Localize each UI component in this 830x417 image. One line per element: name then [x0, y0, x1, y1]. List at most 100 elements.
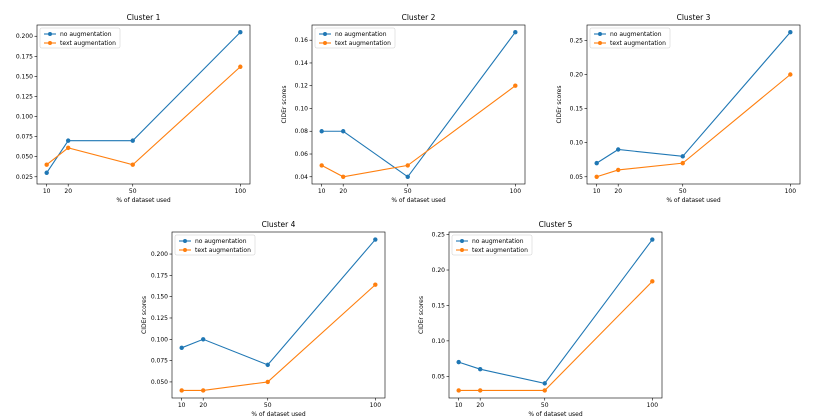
data-point: [456, 388, 461, 393]
x-axis-label: % of dataset used: [251, 411, 306, 417]
data-point: [513, 30, 518, 35]
y-tick-label: 0.050: [16, 154, 33, 161]
series-line-no-augmentation: [596, 31, 791, 164]
plot-frame: [586, 24, 801, 185]
y-tick-label: 0.150: [16, 73, 33, 80]
x-tick-label: 20: [199, 402, 207, 409]
y-tick-label: 0.14: [295, 60, 309, 67]
x-tick-label: 50: [264, 402, 272, 409]
legend: no augmentation text augmentation: [589, 27, 671, 49]
legend-label: text augmentation: [335, 40, 391, 47]
chart-title: Cluster 4: [262, 220, 296, 229]
x-tick-label: 20: [476, 402, 484, 409]
data-point: [238, 30, 243, 35]
plot-frame: [36, 24, 251, 185]
y-tick-label: 0.20: [432, 267, 446, 274]
data-point: [265, 362, 270, 368]
data-point: [542, 381, 547, 386]
chart-panel-5: Cluster 5 10 20 50 100 0.05 0.10 0.15 0.20 0.25 % …: [418, 220, 663, 417]
y-tick-label: 0.12: [295, 83, 309, 90]
legend-label: text augmentation: [610, 40, 666, 47]
data-point: [200, 388, 206, 393]
y-tick-label: 0.20: [570, 72, 584, 79]
y-tick-label: 0.175: [16, 53, 33, 60]
series-line-no-augmentation: [321, 31, 516, 178]
x-axis-label: % of dataset used: [528, 411, 583, 417]
chart-panel-4: Cluster 4 10 20 50 100 0.050 0.075 0.100 0.125 0.…: [141, 220, 386, 417]
y-tick-label: 0.100: [16, 114, 33, 121]
y-tick-label: 0.16: [295, 37, 309, 44]
data-point: [373, 282, 378, 287]
chart-title: Cluster 3: [677, 13, 711, 22]
series-line-no-augmentation: [181, 239, 376, 366]
data-point: [788, 72, 793, 77]
legend-swatch-marker: [48, 41, 52, 45]
data-point: [130, 162, 135, 167]
legend-swatch-marker: [323, 32, 327, 36]
y-axis-label: CIDEr scores: [281, 86, 288, 124]
series-line-text-augmentation: [321, 85, 516, 178]
legend-label: text augmentation: [60, 40, 116, 47]
data-point: [542, 388, 547, 393]
y-tick-label: 0.10: [570, 140, 584, 147]
chart-panel-1: Cluster 1 10 20 50 100 0.025 0.050 0.075 0.100 0.…: [16, 13, 251, 204]
data-point: [65, 145, 71, 151]
chart-panel-2: Cluster 2 10 20 50 100 0.04 0.06 0.08 0.10 0.12 0.…: [281, 13, 526, 204]
y-tick-label: 0.075: [151, 358, 168, 365]
legend-label: no augmentation: [60, 31, 112, 38]
legend-box: [314, 27, 396, 49]
plot-frame: [171, 231, 386, 399]
y-tick-label: 0.100: [151, 336, 168, 343]
y-tick-label: 0.04: [295, 174, 309, 181]
legend-swatch-marker: [323, 41, 327, 45]
data-point: [513, 83, 518, 88]
y-tick-label: 0.025: [16, 174, 33, 181]
y-tick-label: 0.075: [16, 134, 33, 141]
chart-title: Cluster 2: [402, 13, 436, 22]
data-point: [680, 160, 685, 166]
y-axis-label: CIDEr scores: [418, 296, 425, 334]
data-point: [340, 129, 346, 134]
legend-label: no augmentation: [472, 238, 524, 245]
legend-box: [589, 27, 671, 49]
data-point: [650, 237, 655, 242]
y-tick-label: 0.200: [151, 251, 168, 258]
data-point: [44, 170, 49, 175]
x-axis-label: % of dataset used: [666, 197, 721, 204]
data-point: [405, 174, 410, 179]
series-line-text-augmentation: [596, 74, 791, 178]
legend-box: [174, 234, 256, 256]
legend-swatch-marker: [460, 248, 464, 252]
x-axis-label: % of dataset used: [391, 197, 446, 204]
data-point: [130, 138, 135, 143]
series-line-text-augmentation: [458, 280, 653, 392]
data-point: [615, 167, 621, 173]
data-point: [179, 345, 184, 351]
y-tick-label: 0.15: [570, 106, 584, 113]
legend-box: [39, 27, 121, 49]
y-tick-label: 0.10: [432, 338, 446, 345]
x-tick-label: 20: [614, 188, 622, 195]
y-tick-label: 0.15: [432, 302, 446, 309]
y-tick-label: 0.25: [432, 232, 446, 239]
data-point: [594, 174, 599, 179]
x-tick-label: 100: [370, 402, 382, 409]
x-tick-label: 100: [510, 188, 522, 195]
legend-label: no augmentation: [195, 238, 247, 245]
plot-frame: [448, 231, 663, 399]
x-tick-label: 50: [129, 188, 137, 195]
x-tick-label: 10: [178, 402, 186, 409]
legend-label: text augmentation: [195, 247, 251, 254]
x-tick-label: 10: [43, 188, 51, 195]
legend-box: [451, 234, 533, 256]
legend: no augmentation text augmentation: [451, 234, 533, 256]
legend-swatch-marker: [183, 239, 187, 243]
data-point: [788, 30, 793, 35]
data-point: [238, 64, 243, 69]
plot-frame: [311, 24, 526, 185]
y-tick-label: 0.150: [151, 294, 168, 301]
x-tick-label: 50: [404, 188, 412, 195]
x-axis-label: % of dataset used: [116, 197, 171, 204]
y-tick-label: 0.175: [151, 272, 168, 279]
y-tick-label: 0.25: [570, 37, 584, 44]
